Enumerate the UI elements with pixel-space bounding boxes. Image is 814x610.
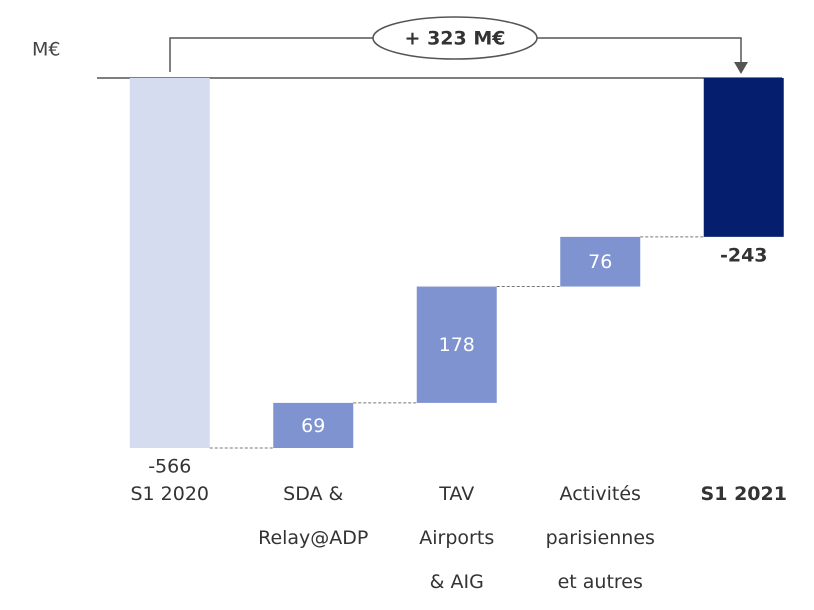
value-label: 76 [588, 251, 612, 273]
unit-label: M€ [32, 39, 60, 61]
category-label: S1 2021 [700, 483, 787, 505]
category-label: S1 2020 [130, 483, 210, 505]
annotation: + 323 M€ [405, 28, 506, 50]
bracket-arrow [734, 62, 748, 74]
bar [703, 78, 784, 237]
bracket-right [535, 37, 742, 64]
bar [416, 286, 497, 403]
category-label: SDA & Relay@ADP [258, 483, 369, 549]
annotation-oval [372, 16, 538, 60]
bar [273, 402, 354, 448]
value-label: -566 [148, 456, 191, 478]
bar [129, 78, 210, 448]
value-label: 69 [301, 415, 325, 437]
value-label: -243 [720, 244, 768, 266]
bracket-left [169, 37, 375, 72]
bar [560, 236, 641, 287]
value-label: 178 [439, 334, 475, 356]
category-label: TAV Airports & AIG [419, 483, 495, 593]
category-label: Activités parisiennes et autres [545, 483, 655, 593]
